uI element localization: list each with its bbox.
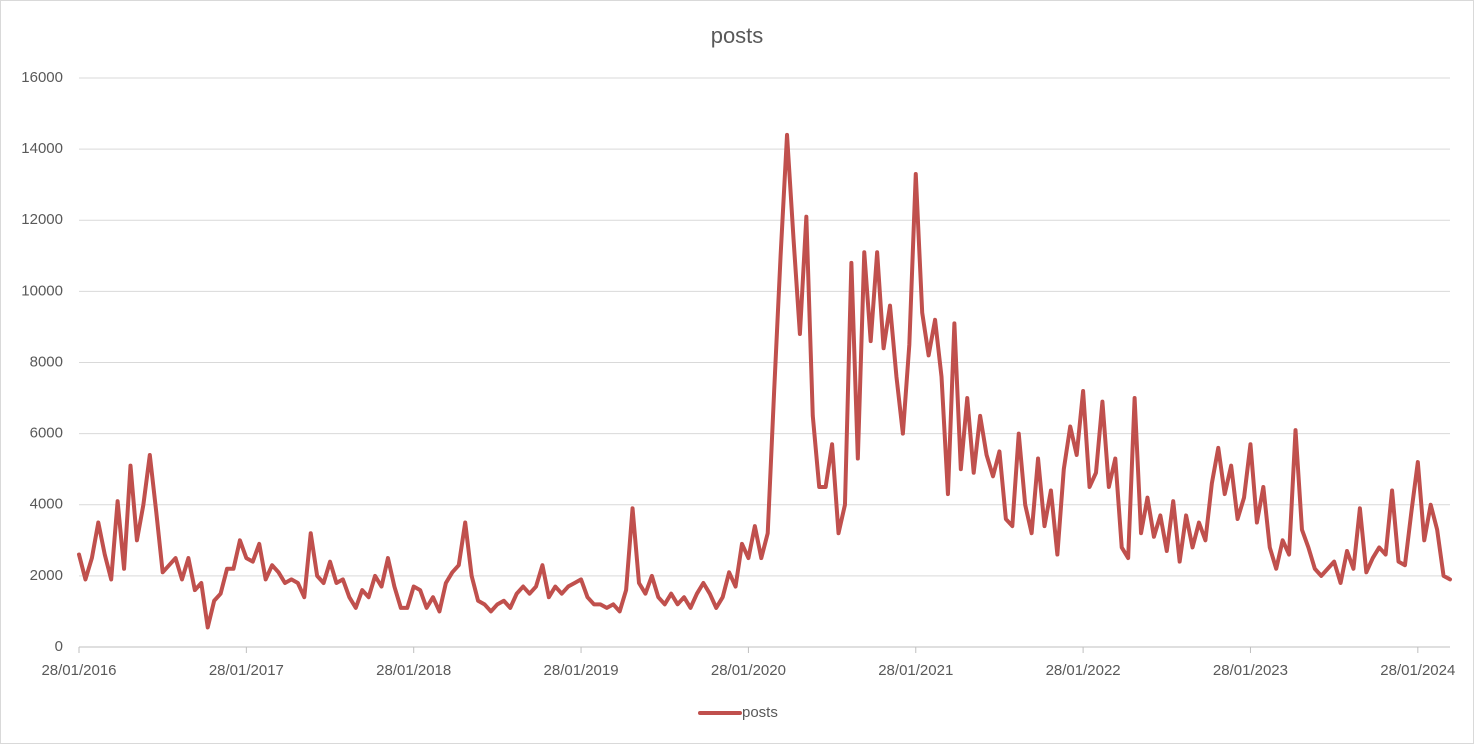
legend-label: posts [742,704,778,721]
y-tick-label: 14000 [21,140,63,157]
x-tick-label: 28/01/2020 [711,662,786,679]
y-tick-label: 6000 [30,425,63,442]
y-tick-label: 0 [55,638,63,655]
x-tick-label: 28/01/2022 [1046,662,1121,679]
x-tick-label: 28/01/2023 [1213,662,1288,679]
data-line [77,132,1452,630]
y-tick-label: 12000 [21,211,63,228]
y-tick-label: 10000 [21,282,63,299]
x-tick-label: 28/01/2017 [209,662,284,679]
y-tick-label: 2000 [30,567,63,584]
chart-title: posts [711,23,764,48]
x-tick-label: 28/01/2018 [376,662,451,679]
x-tick-label: 28/01/2019 [544,662,619,679]
y-tick-label: 8000 [30,353,63,370]
x-tick-label: 28/01/2016 [41,662,116,679]
y-tick-label: 4000 [30,496,63,513]
x-tick-label: 28/01/2024 [1380,662,1455,679]
y-tick-label: 16000 [21,69,63,86]
x-tick-label: 28/01/2021 [878,662,953,679]
